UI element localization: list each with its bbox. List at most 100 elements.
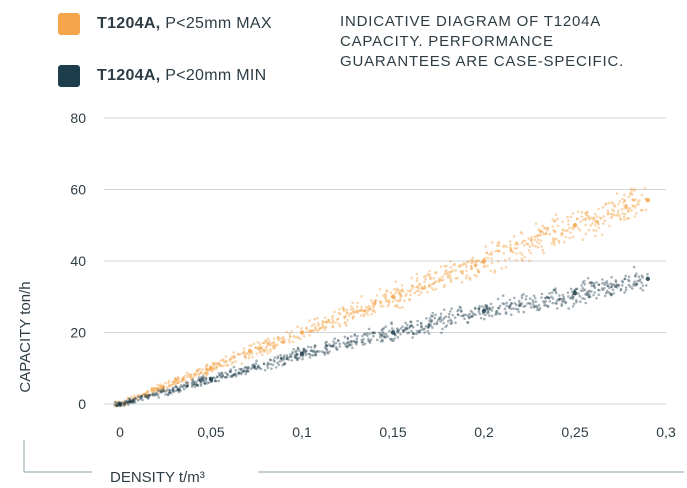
series-1-scatter-dot	[181, 385, 185, 388]
series-1-scatter-dot	[427, 324, 430, 328]
series-1-scatter-dot	[459, 310, 463, 313]
series-0-scatter-dot	[622, 201, 625, 204]
series-0-scatter-dot	[353, 310, 357, 314]
series-1-scatter-dot	[347, 341, 351, 345]
series-0-scatter-dot	[267, 339, 271, 343]
series-1-scatter-dot	[131, 400, 134, 403]
series-0-scatter-dot	[404, 294, 408, 298]
series-0-scatter-dot	[305, 326, 308, 330]
series-1-scatter-dot	[508, 298, 512, 302]
series-0-scatter-dot	[252, 342, 256, 346]
series-1-scatter-dot	[397, 329, 400, 333]
series-1-scatter-dot	[645, 284, 648, 287]
series-0-scatter-dot	[372, 308, 375, 312]
series-1-scatter-dot	[555, 307, 559, 310]
series-1-scatter-dot	[115, 404, 119, 408]
series-0-scatter-dot	[145, 393, 149, 396]
series-1-scatter-dot	[484, 313, 487, 317]
series-0-scatter-dot	[461, 272, 464, 275]
series-1-scatter-dot	[174, 389, 177, 393]
series-0-scatter-dot	[212, 366, 216, 370]
series-1-scatter-dot	[343, 343, 347, 346]
series-0-scatter-dot	[384, 299, 388, 303]
series-1-scatter-dot	[548, 296, 551, 300]
series-1-scatter-dot	[201, 377, 204, 381]
series-0-scatter-dot	[352, 310, 355, 313]
series-1-scatter-dot	[382, 327, 386, 330]
series-0-scatter-dot	[177, 381, 180, 385]
series-0-scatter-dot	[485, 251, 488, 254]
series-1-scatter-dot	[546, 304, 550, 308]
series-1-scatter-dot	[614, 283, 618, 287]
series-1-scatter-dot	[323, 353, 327, 356]
series-1-point-5	[572, 290, 578, 296]
series-0-scatter-dot	[264, 338, 268, 342]
series-0-scatter-dot	[620, 207, 624, 211]
series-1-scatter-dot	[607, 291, 610, 294]
series-1-scatter-dot	[399, 327, 403, 330]
series-0-scatter-dot	[323, 326, 327, 329]
series-1-scatter-dot	[504, 312, 508, 315]
series-1-scatter-dot	[518, 304, 521, 307]
series-1-scatter-dot	[435, 322, 439, 326]
series-1-scatter-dot	[240, 370, 244, 374]
series-0-scatter-dot	[352, 314, 356, 318]
series-1-scatter-dot	[124, 402, 127, 405]
series-1-scatter-dot	[129, 399, 132, 402]
series-0-scatter-dot	[477, 259, 481, 263]
series-0-scatter-dot	[419, 291, 423, 294]
series-1-scatter-dot	[122, 402, 126, 405]
series-0-scatter-dot	[561, 220, 564, 223]
series-1-scatter-dot	[442, 308, 446, 312]
series-1-scatter-dot	[195, 380, 198, 384]
series-0-scatter-dot	[129, 399, 133, 403]
series-1-scatter-dot	[252, 365, 256, 369]
series-0-scatter-dot	[387, 303, 391, 306]
series-0-scatter-dot	[592, 218, 596, 222]
series-1-scatter-dot	[343, 335, 347, 339]
series-0-scatter-dot	[401, 288, 404, 291]
series-0-scatter-dot	[401, 305, 404, 309]
series-0-scatter-dot	[618, 217, 622, 221]
series-0-scatter-dot	[153, 390, 157, 394]
series-0-scatter-dot	[228, 357, 232, 361]
series-1-scatter-dot	[273, 356, 277, 359]
series-0-scatter-dot	[244, 356, 247, 360]
series-1-scatter-dot	[342, 341, 345, 344]
series-1-scatter-dot	[419, 321, 423, 325]
series-0-scatter-dot	[398, 293, 402, 297]
series-0-scatter-dot	[550, 242, 554, 245]
series-1-scatter-dot	[288, 353, 292, 356]
series-0-scatter-dot	[490, 257, 493, 260]
series-0-scatter-dot	[417, 286, 421, 290]
series-0-scatter-dot	[516, 243, 520, 246]
series-1-scatter-dot	[555, 299, 559, 302]
series-1-scatter-dot	[128, 400, 132, 404]
series-1-scatter-dot	[450, 307, 453, 310]
series-0-scatter-dot	[265, 341, 269, 344]
series-1-scatter-dot	[219, 373, 222, 376]
series-1-scatter-dot	[418, 330, 421, 334]
series-0-scatter-dot	[321, 321, 325, 324]
series-1-scatter-dot	[519, 304, 522, 307]
series-1-scatter-dot	[583, 288, 587, 291]
series-1-scatter-dot	[197, 378, 200, 382]
series-1-scatter-dot	[592, 282, 596, 285]
series-0-scatter-dot	[272, 340, 276, 344]
series-0-scatter-dot	[589, 224, 593, 227]
series-1-scatter-dot	[429, 314, 433, 318]
series-0-scatter-dot	[320, 323, 324, 326]
series-1-scatter-dot	[590, 282, 593, 285]
series-0-scatter-dot	[269, 350, 272, 353]
series-0-cloud	[114, 187, 648, 408]
series-0-scatter-dot	[602, 215, 606, 218]
series-0-scatter-dot	[410, 276, 413, 280]
series-1-scatter-dot	[239, 368, 243, 371]
series-1-scatter-dot	[139, 396, 142, 399]
series-0-scatter-dot	[122, 401, 126, 404]
series-1-scatter-dot	[174, 385, 177, 389]
series-0-scatter-dot	[397, 289, 400, 292]
series-0-scatter-dot	[363, 309, 366, 313]
series-1-scatter-dot	[479, 316, 483, 320]
series-0-scatter-dot	[553, 241, 556, 244]
